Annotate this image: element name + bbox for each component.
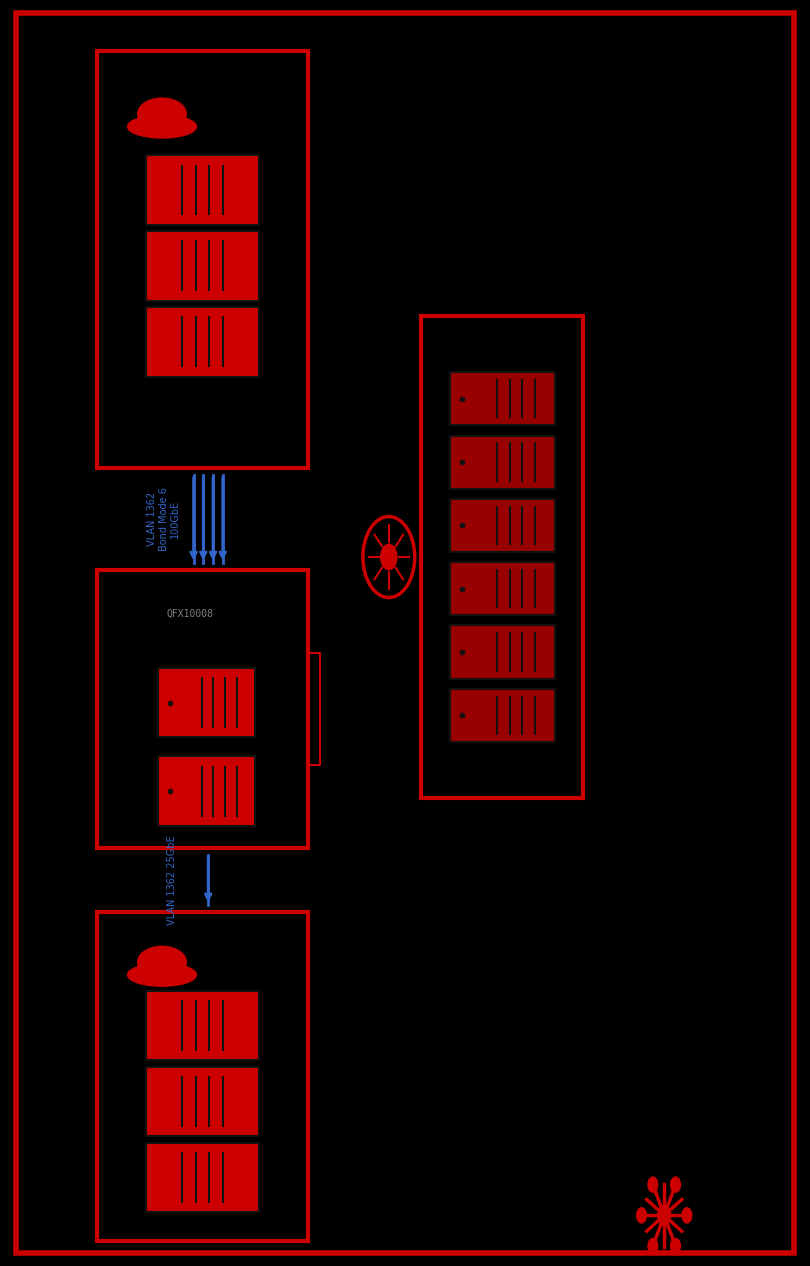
Circle shape (381, 544, 397, 570)
Bar (146, 154, 259, 225)
Circle shape (682, 1208, 692, 1223)
Bar (450, 689, 555, 742)
Circle shape (648, 1238, 658, 1253)
Bar (97, 51, 308, 468)
Circle shape (658, 1205, 671, 1225)
Text: VLAN 1362 25GbE: VLAN 1362 25GbE (167, 836, 177, 924)
Ellipse shape (127, 115, 197, 138)
Circle shape (671, 1177, 680, 1193)
Bar (97, 570, 308, 848)
Circle shape (363, 517, 415, 598)
Bar (146, 232, 259, 301)
Bar (421, 316, 583, 798)
Ellipse shape (138, 99, 186, 130)
Text: QFX10008: QFX10008 (167, 609, 214, 619)
Bar (146, 306, 259, 377)
Ellipse shape (138, 947, 186, 977)
Bar (146, 990, 259, 1061)
Bar (158, 757, 255, 827)
Ellipse shape (127, 963, 197, 986)
Bar (450, 625, 555, 679)
Text: VLAN 1362
Bond Mode 6
100GbE: VLAN 1362 Bond Mode 6 100GbE (147, 487, 180, 551)
Circle shape (648, 1177, 658, 1193)
Bar (450, 499, 555, 552)
Bar (450, 436, 555, 489)
Bar (450, 562, 555, 615)
Bar (146, 1066, 259, 1137)
Circle shape (637, 1208, 646, 1223)
Bar (146, 1142, 259, 1213)
Bar (158, 668, 255, 737)
Bar (97, 912, 308, 1241)
Circle shape (671, 1238, 680, 1253)
Bar (450, 372, 555, 425)
